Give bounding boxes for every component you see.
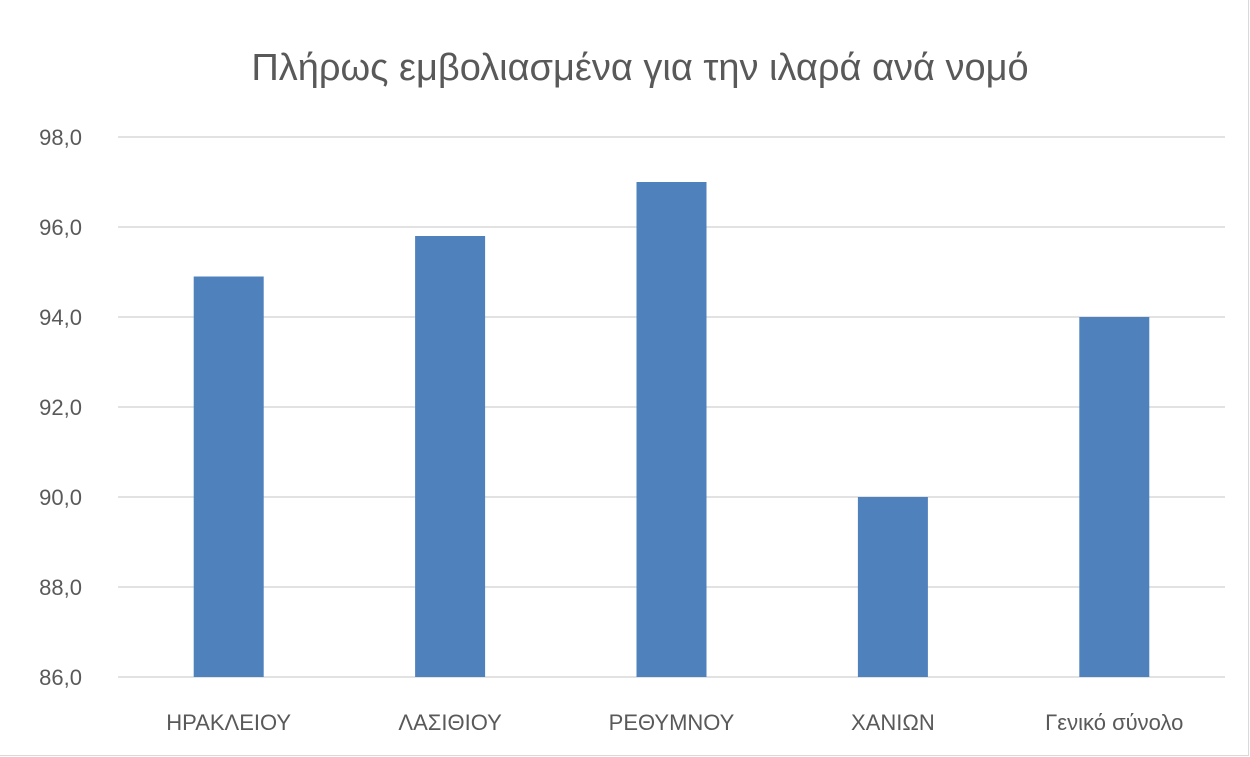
x-category-label: ΧΑΝΙΩΝ [851, 710, 935, 735]
x-category-label: ΡΕΘΥΜΝΟΥ [609, 710, 735, 735]
bar-4 [857, 497, 928, 677]
bar-1 [193, 276, 264, 677]
x-category-label: ΛΑΣΙΘΙΟΥ [398, 710, 502, 735]
y-tick-label: 96,0 [39, 215, 82, 240]
y-tick-label: 88,0 [39, 575, 82, 600]
bar-2 [415, 236, 486, 677]
bars [193, 182, 1150, 677]
chart-title: Πλήρως εμβολιασμένα για την ιλαρά ανά νο… [251, 47, 1028, 89]
x-category-label: ΗΡΑΚΛΕΙΟΥ [166, 710, 291, 735]
y-tick-label: 90,0 [39, 485, 82, 510]
bar-3 [636, 182, 707, 677]
y-tick-label: 94,0 [39, 305, 82, 330]
y-tick-label: 86,0 [39, 665, 82, 690]
y-tick-label: 98,0 [39, 125, 82, 150]
x-axis-labels: ΗΡΑΚΛΕΙΟΥ ΛΑΣΙΘΙΟΥ ΡΕΘΥΜΝΟΥ ΧΑΝΙΩΝ Γενικό σύ… [166, 710, 1183, 735]
bar-5 [1079, 317, 1150, 677]
y-axis-ticks: 86,0 88,0 90,0 92,0 94,0 96,0 98,0 [39, 125, 82, 690]
x-category-label: Γενικό σύνολο [1045, 710, 1183, 735]
y-tick-label: 92,0 [39, 395, 82, 420]
